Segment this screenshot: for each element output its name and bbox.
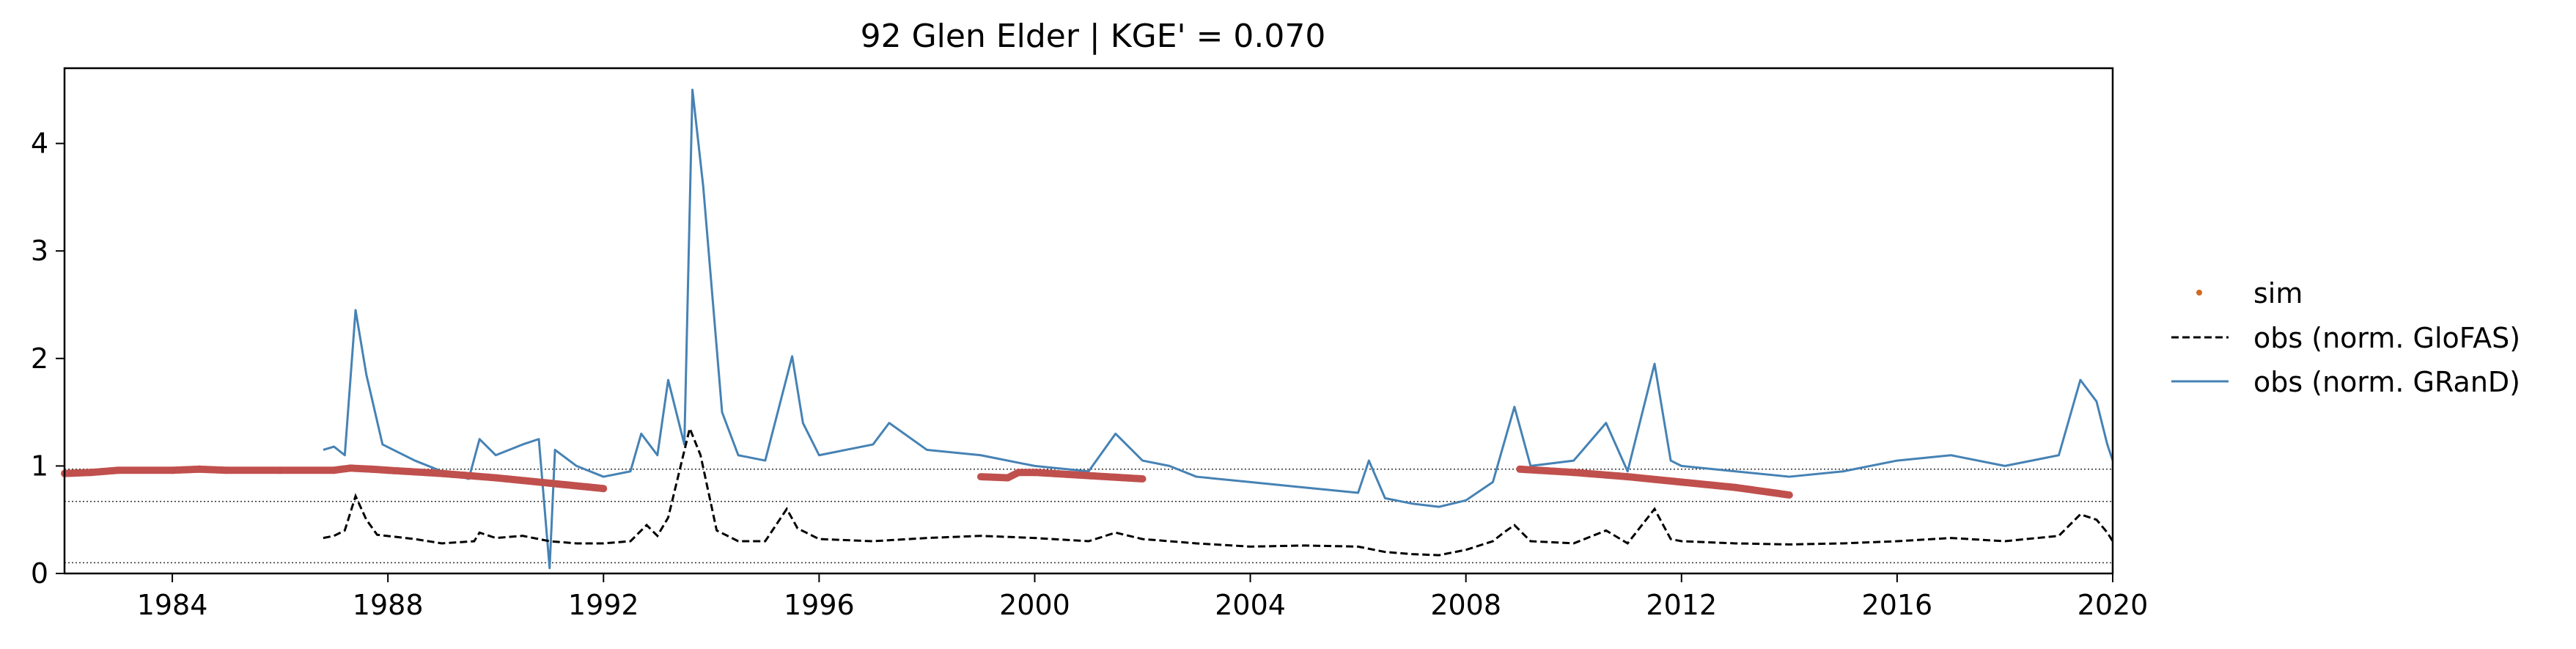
legend-sim-label: sim	[2253, 277, 2303, 309]
legend: sim obs (norm. GloFAS) obs (norm. GRanD)	[2171, 277, 2520, 398]
x-tick-label: 2008	[1430, 589, 1501, 621]
x-tick-label: 1988	[353, 589, 424, 621]
y-tick-label: 0	[31, 557, 48, 590]
x-tick-label: 2016	[1862, 589, 1933, 621]
sim-point	[600, 485, 608, 493]
x-tick-label: 2004	[1215, 589, 1286, 621]
y-tick-label: 2	[31, 342, 48, 375]
x-tick-label: 1984	[137, 589, 208, 621]
y-tick-label: 4	[31, 128, 48, 160]
legend-grand-label: obs (norm. GRanD)	[2253, 366, 2520, 398]
sim-point	[1138, 474, 1147, 483]
x-tick-label: 2020	[2078, 589, 2149, 621]
plot-frame	[63, 67, 2114, 575]
chart-title: 92 Glen Elder | KGE' = 0.070	[861, 18, 1326, 55]
x-tick-label: 2012	[1646, 589, 1717, 621]
series-obs-grand-line	[323, 88, 2114, 570]
x-tick-label: 1992	[568, 589, 639, 621]
x-tick-label: 1996	[784, 589, 855, 621]
legend-sim-marker	[2196, 290, 2202, 296]
series-obs-glofas-line	[323, 425, 2114, 557]
y-tick-label: 1	[31, 450, 48, 482]
y-tick-label: 3	[31, 235, 48, 267]
series-layer	[61, 88, 2114, 570]
legend-glofas-label: obs (norm. GloFAS)	[2253, 322, 2520, 354]
x-tick-label: 2000	[999, 589, 1070, 621]
axes-layer: 1984 1988 1992 1996 2000 2004 2008 2012 2016 2020…	[31, 67, 2149, 621]
sim-point	[1785, 491, 1793, 499]
